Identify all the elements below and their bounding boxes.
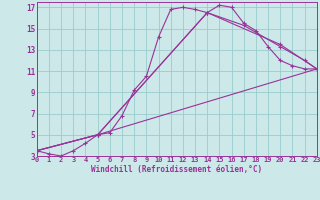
X-axis label: Windchill (Refroidissement éolien,°C): Windchill (Refroidissement éolien,°C) [91,165,262,174]
